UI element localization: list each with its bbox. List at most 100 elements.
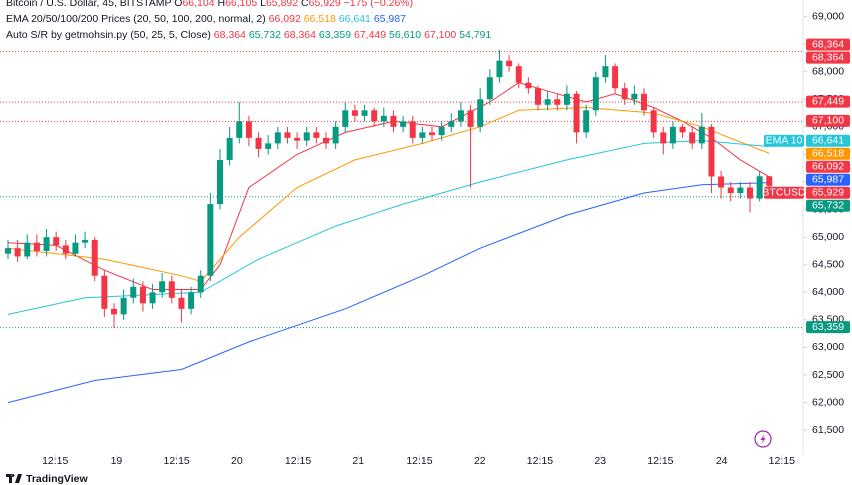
candle-body	[110, 308, 117, 315]
candle-body	[592, 77, 599, 111]
price-tag	[806, 38, 850, 51]
candle-body	[294, 137, 301, 141]
price-tag-label: 68,364	[812, 51, 844, 63]
x-tick-label: 12:15	[527, 455, 553, 467]
x-tick-label: 24	[716, 455, 728, 467]
price-tag-label: 67,100	[812, 115, 844, 127]
candle-body	[178, 297, 185, 309]
sr-title: Auto S/R by getmohsin.py (50, 25, 5, Clo…	[6, 29, 211, 41]
price-tag	[806, 114, 850, 127]
ema-title: EMA 20/50/100/200 Prices (20, 50, 100, 2…	[6, 13, 266, 25]
candle-body	[371, 110, 378, 122]
ohlc-key: O	[174, 0, 183, 9]
x-tick-label: 12:15	[163, 455, 189, 467]
candle-body	[631, 93, 638, 100]
candle-body	[573, 93, 580, 133]
price-tag-label: 66,641	[812, 135, 844, 147]
candle-body	[53, 237, 60, 246]
y-tick-label: 65,000	[812, 231, 844, 243]
candle-body	[216, 159, 223, 205]
candle-body	[669, 126, 676, 144]
candle-body	[303, 132, 310, 141]
price-tag	[806, 95, 850, 108]
ema-value: 65,987	[373, 13, 406, 25]
candle-body	[640, 93, 647, 111]
ohlc-value: 66,105	[225, 0, 258, 9]
candle-body	[496, 60, 503, 78]
candle-body	[226, 137, 233, 160]
y-tick-label: 63,000	[812, 341, 844, 353]
candle-body	[207, 204, 214, 276]
ohlc-value: 66,104	[182, 0, 215, 9]
candle-body	[91, 239, 98, 276]
x-tick-label: 12:15	[42, 455, 68, 467]
header-line-1: Bitcoin / U.S. Dollar, 45, BITSTAMP O66,…	[6, 0, 413, 10]
sr-value: 67,449	[353, 29, 387, 41]
candle-body	[14, 248, 21, 257]
candle-body	[188, 292, 195, 309]
candle-body	[159, 281, 166, 293]
price-tag-label: 65,987	[812, 174, 844, 186]
candle-body	[400, 121, 407, 127]
candle-body	[457, 110, 464, 122]
candle-body	[612, 66, 619, 89]
y-tick-label: 62,500	[812, 369, 844, 381]
footer-logo[interactable]: TradingView	[6, 473, 88, 485]
candle-body	[4, 248, 11, 254]
x-tick-label: 19	[111, 455, 123, 467]
header-line-3: Auto S/R by getmohsin.py (50, 25, 5, Clo…	[6, 28, 491, 42]
candle-body	[332, 126, 339, 144]
symbol: Bitcoin / U.S. Dollar, 45, BITSTAMP	[6, 0, 172, 9]
price-tag-label: 65,732	[812, 200, 844, 212]
candle-body	[477, 99, 484, 127]
candle-body	[766, 176, 773, 186]
price-tag	[806, 134, 850, 147]
candle-body	[515, 66, 522, 83]
candle-body	[438, 126, 445, 136]
price-tag	[806, 186, 850, 199]
change: −175 (−0.26%)	[343, 0, 414, 9]
candle-body	[24, 242, 31, 257]
candle-body	[72, 242, 79, 254]
sr-value: 67,100	[424, 29, 457, 41]
candle-body	[428, 132, 435, 136]
y-tick-label: 61,500	[812, 424, 844, 436]
candle-body	[265, 143, 272, 149]
price-tag-label: 66,518	[812, 148, 844, 160]
candle-body	[33, 242, 40, 251]
candle-body	[650, 110, 657, 133]
candle-body	[621, 88, 628, 100]
candle-body	[583, 110, 590, 133]
candle-body	[101, 275, 108, 309]
price-tag-label: 66,092	[812, 161, 844, 173]
price-tag	[806, 147, 850, 160]
candle-body	[544, 99, 551, 105]
series-tag-label: BTCUSD	[762, 187, 806, 199]
candle-body	[419, 132, 426, 138]
header-line-2: EMA 20/50/100/200 Prices (20, 50, 100, 2…	[6, 12, 406, 26]
y-tick-label: 64,000	[812, 286, 844, 298]
ema-value: 66,641	[338, 13, 371, 25]
candle-body	[554, 99, 561, 105]
ema-line	[7, 106, 770, 282]
candle-body	[689, 132, 696, 144]
candle-body	[727, 187, 734, 194]
candle-body	[746, 187, 753, 199]
x-tick-label: 12:15	[769, 455, 795, 467]
candle-body	[486, 77, 493, 100]
x-tick-label: 21	[352, 455, 364, 467]
candle-body	[679, 126, 686, 133]
candle-body	[534, 88, 541, 105]
ema-value: 66,092	[268, 13, 301, 25]
price-tag	[806, 199, 850, 212]
candle-body	[342, 110, 349, 127]
alert-icon[interactable]	[754, 430, 772, 448]
price-tag	[806, 51, 850, 64]
candle-body	[168, 281, 175, 298]
candle-body	[756, 176, 763, 199]
price-tag	[806, 173, 850, 186]
ohlc-key: H	[217, 0, 226, 9]
price-tag	[806, 321, 850, 334]
candle-body	[563, 93, 570, 105]
